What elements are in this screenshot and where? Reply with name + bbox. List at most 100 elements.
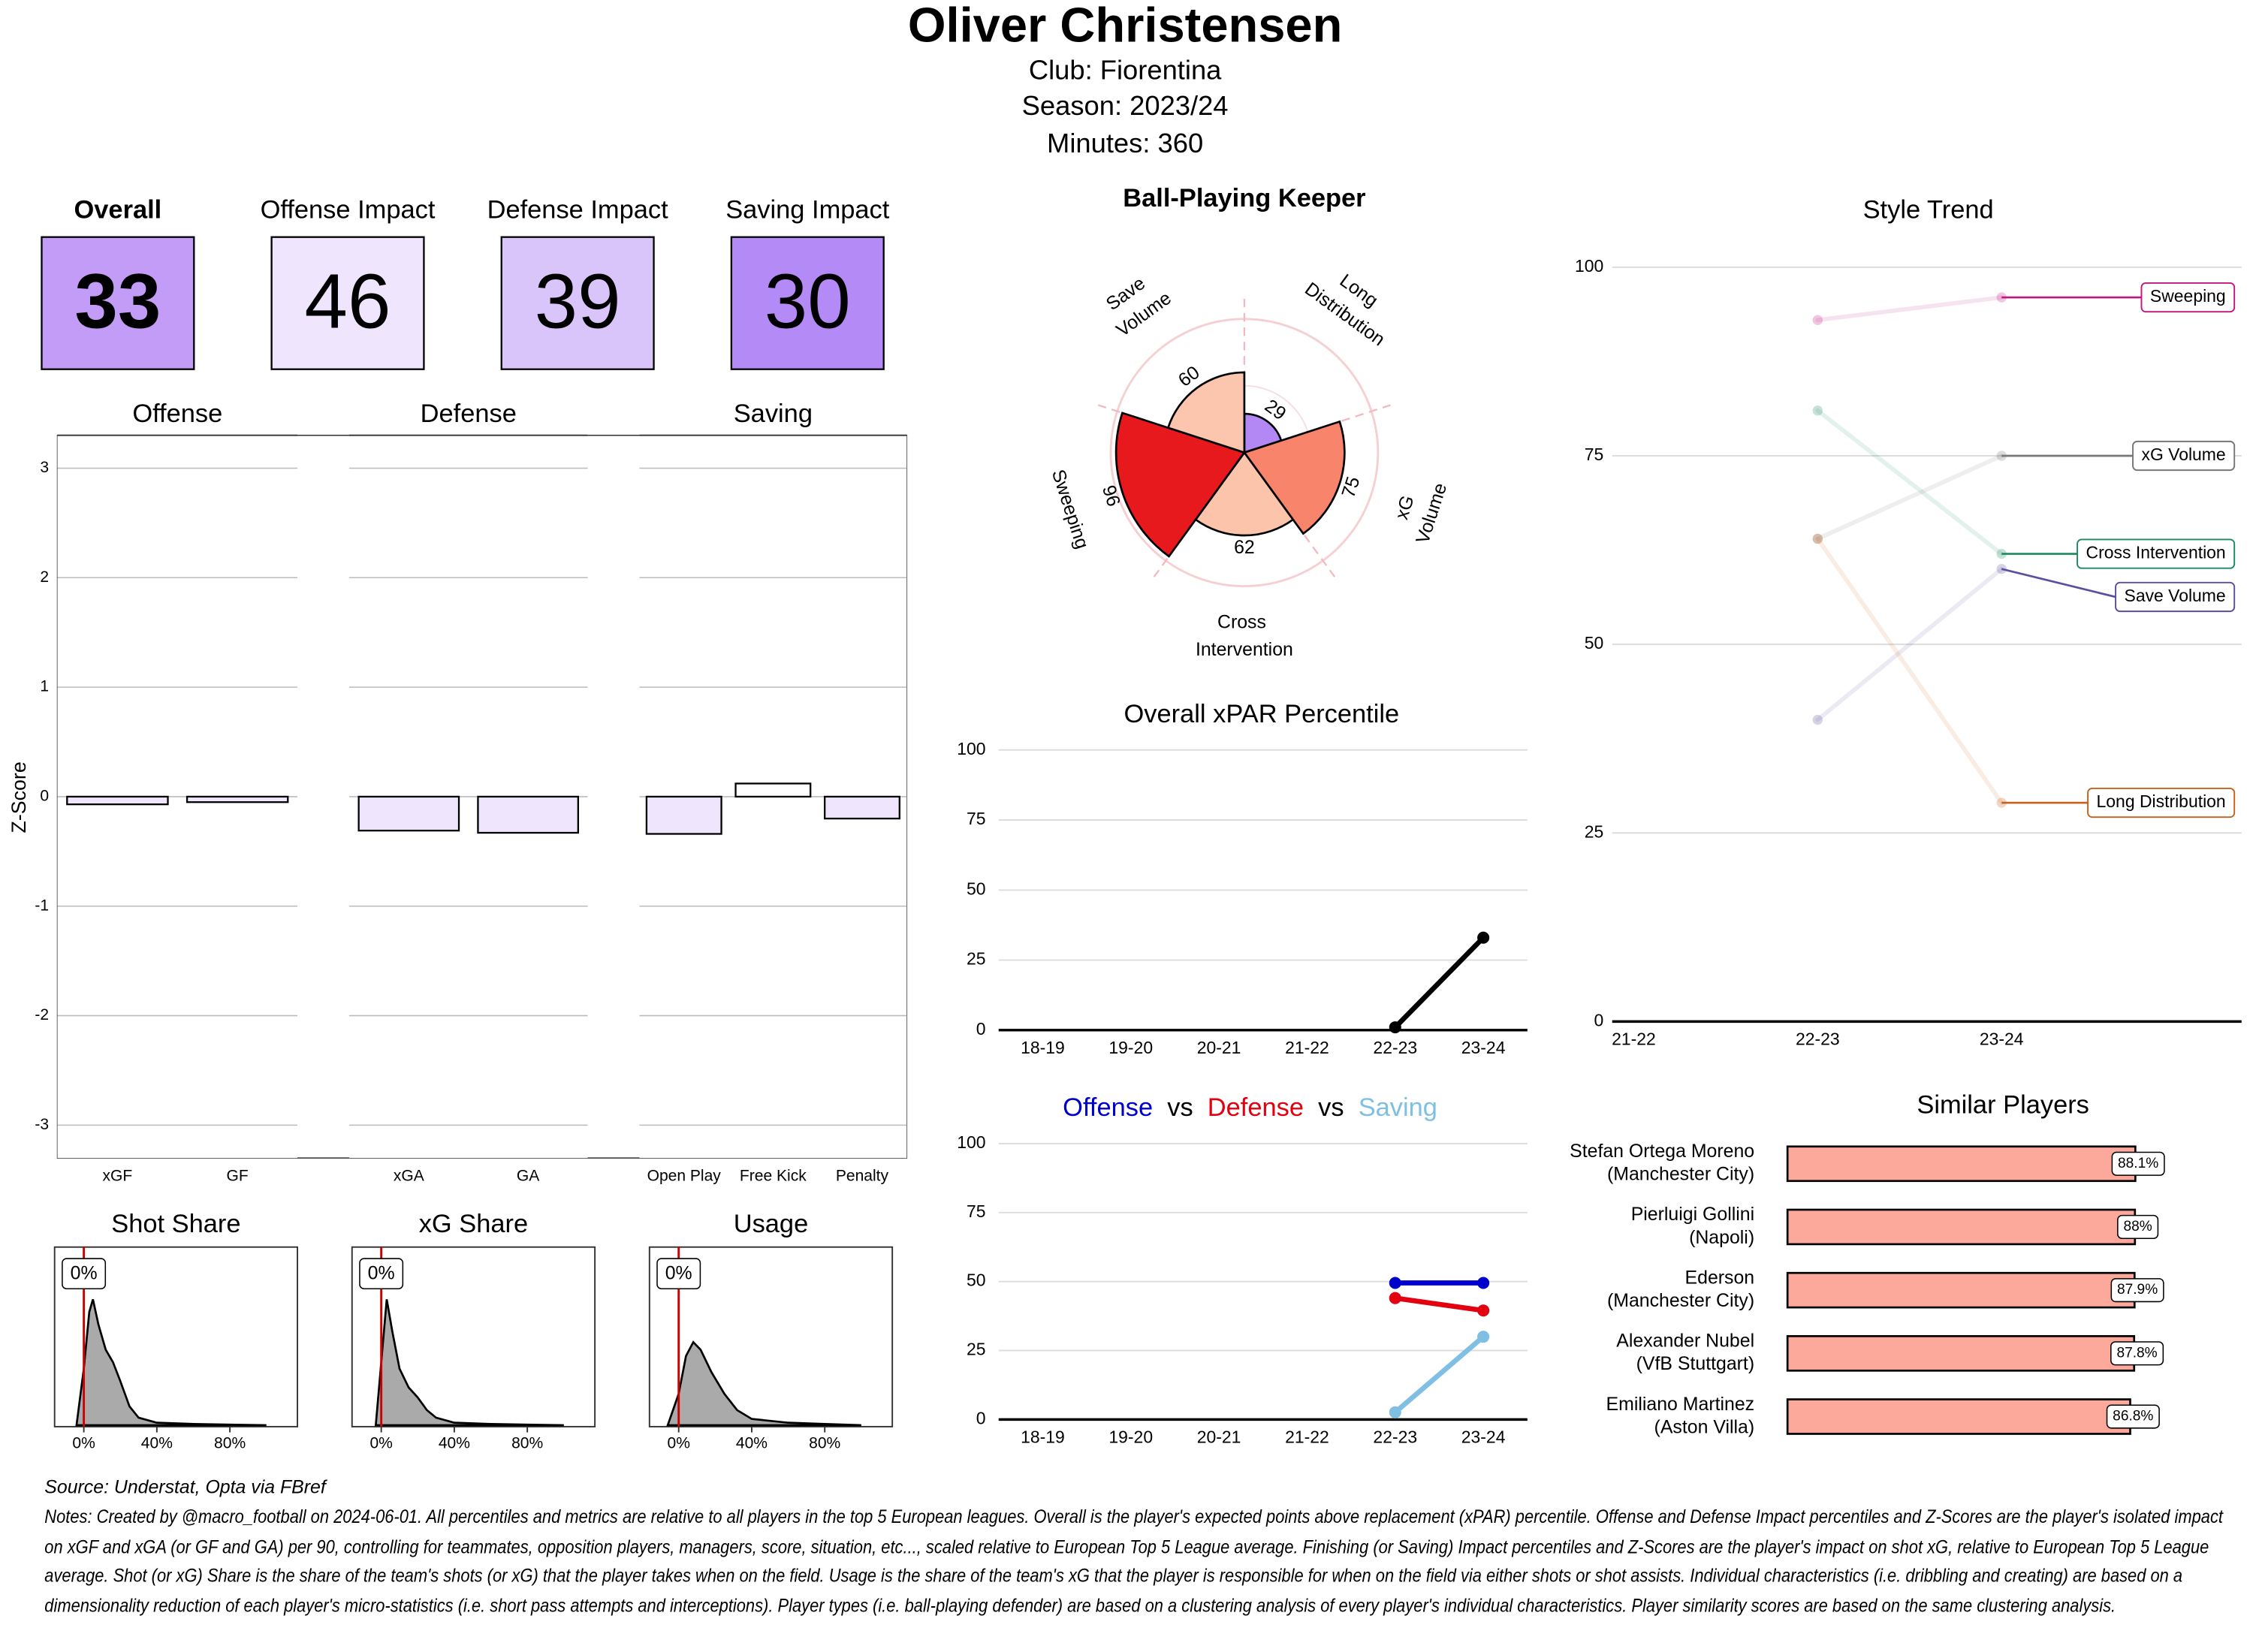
end-label-connector: [2001, 568, 2116, 598]
player-name: Emiliano Martinez: [1606, 1394, 1755, 1415]
player-club: (Manchester City): [1607, 1290, 1754, 1311]
series-point: [1812, 315, 1823, 325]
title-series: Defense: [1208, 1093, 1304, 1122]
x-tick-label: 22-23: [1796, 1029, 1840, 1048]
x-tick-label: Open Play: [647, 1168, 722, 1185]
panel-title: Saving: [734, 399, 813, 428]
marker-label-box: [656, 1258, 701, 1289]
wedge: [1242, 420, 1346, 535]
impact-box: [730, 236, 885, 370]
player-name: Stefan Ortega Moreno: [1570, 1141, 1754, 1162]
impact-label: Defense Impact: [487, 195, 669, 224]
bar: [645, 795, 722, 835]
bar: [185, 795, 289, 803]
end-label: Sweeping: [2150, 286, 2226, 306]
y-tick-label: 25: [1585, 821, 1604, 841]
x-tick-label: 19-20: [1108, 1038, 1153, 1057]
impact-value: 30: [765, 258, 851, 345]
chart-title: Style Trend: [1863, 195, 1994, 224]
y-tick-label: 0: [976, 1019, 986, 1039]
value-label: 88%: [2123, 1219, 2152, 1234]
x-tick-label: 0%: [72, 1434, 95, 1452]
bar: [734, 782, 812, 798]
player-name: Alexander Nubel: [1616, 1331, 1754, 1352]
series-line: [1392, 1334, 1486, 1415]
bar: [1786, 1271, 2136, 1309]
chart-title: Similar Players: [1917, 1090, 2089, 1119]
x-tick-label: GF: [227, 1168, 249, 1185]
y-tick-label: 100: [957, 739, 985, 758]
category-label: Save Volume: [1096, 265, 1175, 341]
value-label: 62: [1234, 537, 1255, 558]
marker-label-box: [62, 1258, 107, 1289]
title-separator: vs: [1167, 1093, 1193, 1122]
chart-title: Ball-Playing Keeper: [1123, 184, 1365, 213]
series-point: [1996, 563, 2007, 574]
x-tick-label: 80%: [809, 1434, 840, 1452]
category-label: Long Distribution: [1301, 256, 1404, 350]
player-club: (Manchester City): [1607, 1164, 1754, 1185]
end-label-box: [2140, 282, 2236, 313]
series-line: [1815, 295, 2004, 323]
x-tick-label: 23-24: [1461, 1427, 1506, 1446]
density-area: [374, 1299, 564, 1427]
page-title: Oliver Christensen: [908, 0, 1342, 52]
bar: [1786, 1145, 2137, 1183]
series-point: [1812, 405, 1823, 416]
series-line: [1815, 536, 2004, 805]
end-label-box: [2087, 787, 2236, 818]
impact-label: Overall: [74, 195, 162, 224]
bar: [1786, 1398, 2131, 1435]
wedge: [1194, 451, 1295, 537]
x-tick-label: 22-23: [1373, 1038, 1417, 1057]
x-tick-label: 40%: [736, 1434, 768, 1452]
value-label-box: [2111, 1151, 2165, 1176]
panel-title: Shot Share: [111, 1210, 240, 1238]
y-tick-label: 50: [967, 1271, 986, 1290]
x-tick-label: 80%: [214, 1434, 246, 1452]
marker-label: 0%: [71, 1263, 98, 1284]
series-point: [1477, 1277, 1490, 1289]
x-tick-label: 23-24: [1980, 1029, 2024, 1048]
y-axis-label: Z-Score: [8, 761, 30, 833]
y-tick-label: 0: [976, 1408, 986, 1427]
series-point: [1389, 1021, 1401, 1034]
player-club: (Napoli): [1689, 1227, 1754, 1248]
series-point: [1812, 533, 1823, 544]
x-tick-label: 20-21: [1197, 1038, 1241, 1057]
value-label: 88.1%: [2118, 1156, 2158, 1171]
category-label: Sweeping: [1048, 467, 1093, 551]
bar: [477, 795, 579, 834]
club: Club: Fiorentina: [1029, 54, 1222, 85]
value-label-box: [2110, 1278, 2164, 1303]
impact-value: 39: [535, 258, 621, 345]
impact-box: [500, 236, 655, 370]
series-line: [1392, 1295, 1486, 1313]
x-tick-label: 21-22: [1285, 1038, 1329, 1057]
y-tick-label: -3: [35, 1116, 49, 1133]
player-club: (VfB Stuttgart): [1636, 1353, 1755, 1374]
panel-title: Usage: [734, 1210, 809, 1238]
x-tick-label: 20-21: [1197, 1427, 1241, 1446]
value-label: 87.9%: [2117, 1282, 2158, 1298]
end-label: Save Volume: [2125, 586, 2226, 605]
x-tick-label: 22-23: [1373, 1427, 1417, 1446]
impact-box: [270, 236, 425, 370]
y-tick-label: 25: [967, 1340, 986, 1359]
x-tick-label: 23-24: [1461, 1038, 1506, 1057]
player-name: Ederson: [1685, 1267, 1755, 1288]
bar: [66, 795, 169, 806]
end-label-box: [2132, 440, 2236, 472]
series-point: [1389, 1406, 1401, 1418]
y-tick-label: 100: [957, 1132, 985, 1152]
value-label-box: [2110, 1341, 2164, 1366]
notes: Notes: Created by @macro_football on 202…: [44, 1506, 2223, 1617]
value-label-box: [2117, 1214, 2159, 1240]
category-label: xG Volume: [1386, 472, 1451, 547]
bar: [824, 795, 900, 820]
impact-value: 33: [74, 258, 161, 345]
wedge: [1166, 371, 1246, 454]
y-tick-label: 25: [967, 949, 986, 969]
